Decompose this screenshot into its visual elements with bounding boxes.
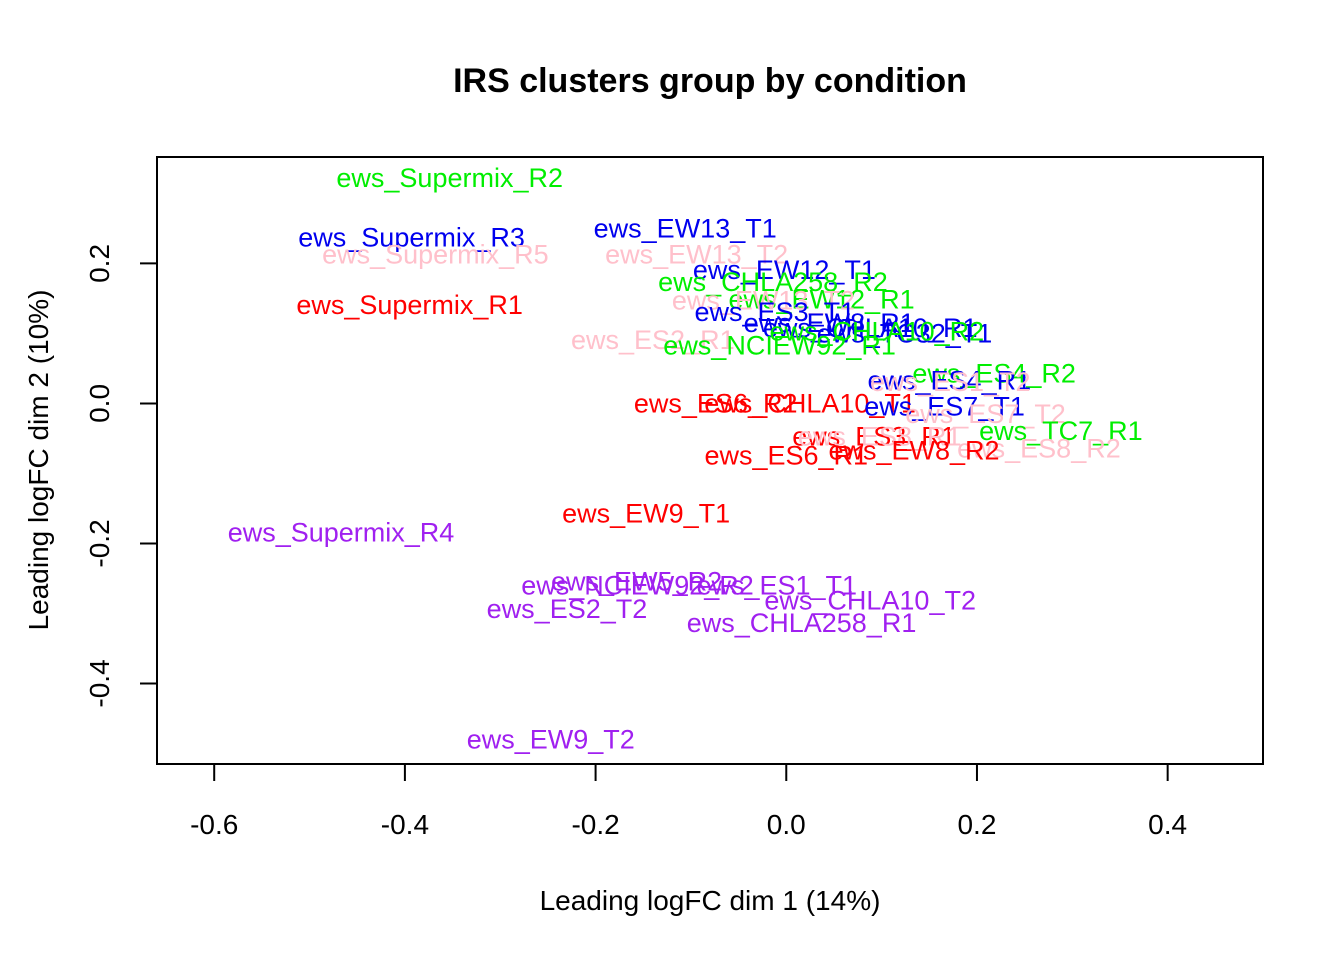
data-point-label: ews_ES3_R1: [792, 422, 956, 452]
data-point-label: ews_EW9_T2: [467, 725, 635, 755]
point-labels-layer: ews_Supermix_R2ews_Supermix_R3ews_Superm…: [228, 163, 1143, 754]
data-point-label: ews_Supermix_R3: [298, 223, 525, 253]
x-tick-label: -0.2: [571, 809, 619, 840]
data-point-label: ews_CHLA10_R2: [770, 317, 985, 347]
data-point-label: ews_ES6_R2: [634, 389, 798, 419]
data-point-label: ews_EW12_R1: [729, 284, 915, 314]
data-point-label: ews_TC7_R1: [979, 416, 1143, 446]
y-tick-label: 0.0: [84, 384, 115, 423]
data-point-label: ews_EW13_T2: [672, 286, 855, 316]
data-point-label: ews_ES2_T2: [487, 594, 648, 624]
data-point-label: ews_EW8_R2: [828, 436, 999, 466]
data-point-label: ews_NCIEW92_R1: [663, 331, 896, 361]
x-tick-label: -0.4: [381, 809, 429, 840]
data-point-label: ews_Supermix_R4: [228, 517, 455, 547]
data-point-label: ews_ES7_T1: [864, 391, 1025, 421]
data-point-label: ews_CHLA258_R2: [658, 267, 888, 297]
data-point-label: ews_Supermix_R5: [322, 240, 549, 270]
data-point-label: ews_ES7_T2: [905, 399, 1066, 429]
data-point-label: ews_ES8_R2: [957, 433, 1121, 463]
y-axis: -0.4 -0.2 0.0 0.2: [84, 244, 158, 708]
x-tick-label: 0.2: [957, 809, 996, 840]
data-point-label: ews_EW8_R1: [744, 308, 915, 338]
data-point-label: ews_Supermix_R2: [336, 163, 563, 193]
data-point-label: ews_ES3_T1: [695, 297, 856, 327]
data-point-label: ews_EW12_T1: [693, 255, 876, 285]
x-axis-title: Leading logFC dim 1 (14%): [540, 885, 881, 916]
x-axis: -0.6 -0.4 -0.2 0.0 0.2 0.4: [190, 763, 1187, 840]
data-point-label: ews_EW13_T2: [605, 240, 788, 270]
data-point-label: ews_CHLA258_R1: [687, 608, 917, 638]
x-tick-label: 0.0: [767, 809, 806, 840]
data-point-label: ews_ES4_R2: [912, 359, 1076, 389]
data-point-label: ews_NCIEW92_R2: [521, 571, 754, 601]
y-tick-label: 0.2: [84, 244, 115, 283]
data-point-label: ews_EW9_T1: [562, 499, 730, 529]
y-tick-label: -0.4: [84, 659, 115, 707]
data-point-label: ews_EW5_R2: [551, 566, 722, 596]
x-tick-label: 0.4: [1148, 809, 1187, 840]
data-point-label: ews_CHLA10_R1: [763, 313, 978, 343]
y-axis-title: Leading logFC dim 2 (10%): [23, 290, 54, 631]
data-point-label: ews_ES4_R1: [868, 366, 1032, 396]
data-point-label: ews_CHLA10_T1: [704, 389, 916, 419]
data-point-label: ews_ES6_R1: [704, 440, 868, 470]
data-point-label: ews_EW13_T1: [594, 214, 777, 244]
data-point-label: ews_ES1_T1: [696, 571, 857, 601]
data-point-label: ews_ES2_R1: [571, 325, 735, 355]
data-point-label: ews_Supermix_R1: [296, 290, 523, 320]
y-tick-label: -0.2: [84, 519, 115, 567]
data-point-label: ews_ES8_R1: [798, 422, 962, 452]
data-point-label: ews_CHLA10_T2: [764, 585, 976, 615]
data-point-label: ews_TC32_T1: [817, 319, 993, 349]
x-tick-label: -0.6: [190, 809, 238, 840]
chart-title: IRS clusters group by condition: [453, 62, 967, 100]
data-point-label: ews_ES1_T2: [870, 367, 1031, 397]
